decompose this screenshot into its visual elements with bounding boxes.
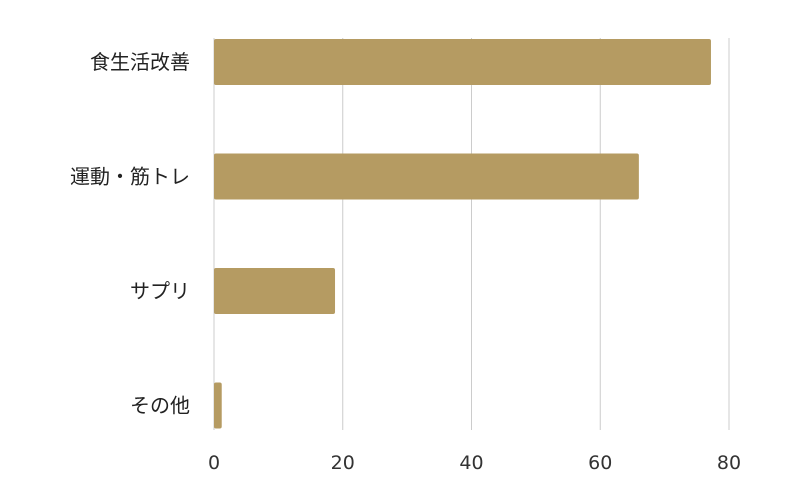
bar-0 [214,39,711,85]
bar-layer [214,39,711,429]
tick-label-layer: 0 20 40 60 80 [208,452,741,474]
bar-3 [214,382,222,429]
category-label: 食生活改善 [90,50,190,74]
x-tick-label: 0 [208,452,220,474]
grid-layer [213,38,730,430]
category-label: サプリ [130,279,190,303]
x-tick-label: 20 [331,452,355,474]
category-label: その他 [130,394,190,418]
category-label: 運動・筋トレ [70,165,190,189]
x-tick-label: 80 [717,452,741,474]
bar-2 [214,268,336,314]
x-tick-label: 60 [588,452,612,474]
x-tick-label: 40 [459,452,483,474]
bar-1 [214,153,639,200]
